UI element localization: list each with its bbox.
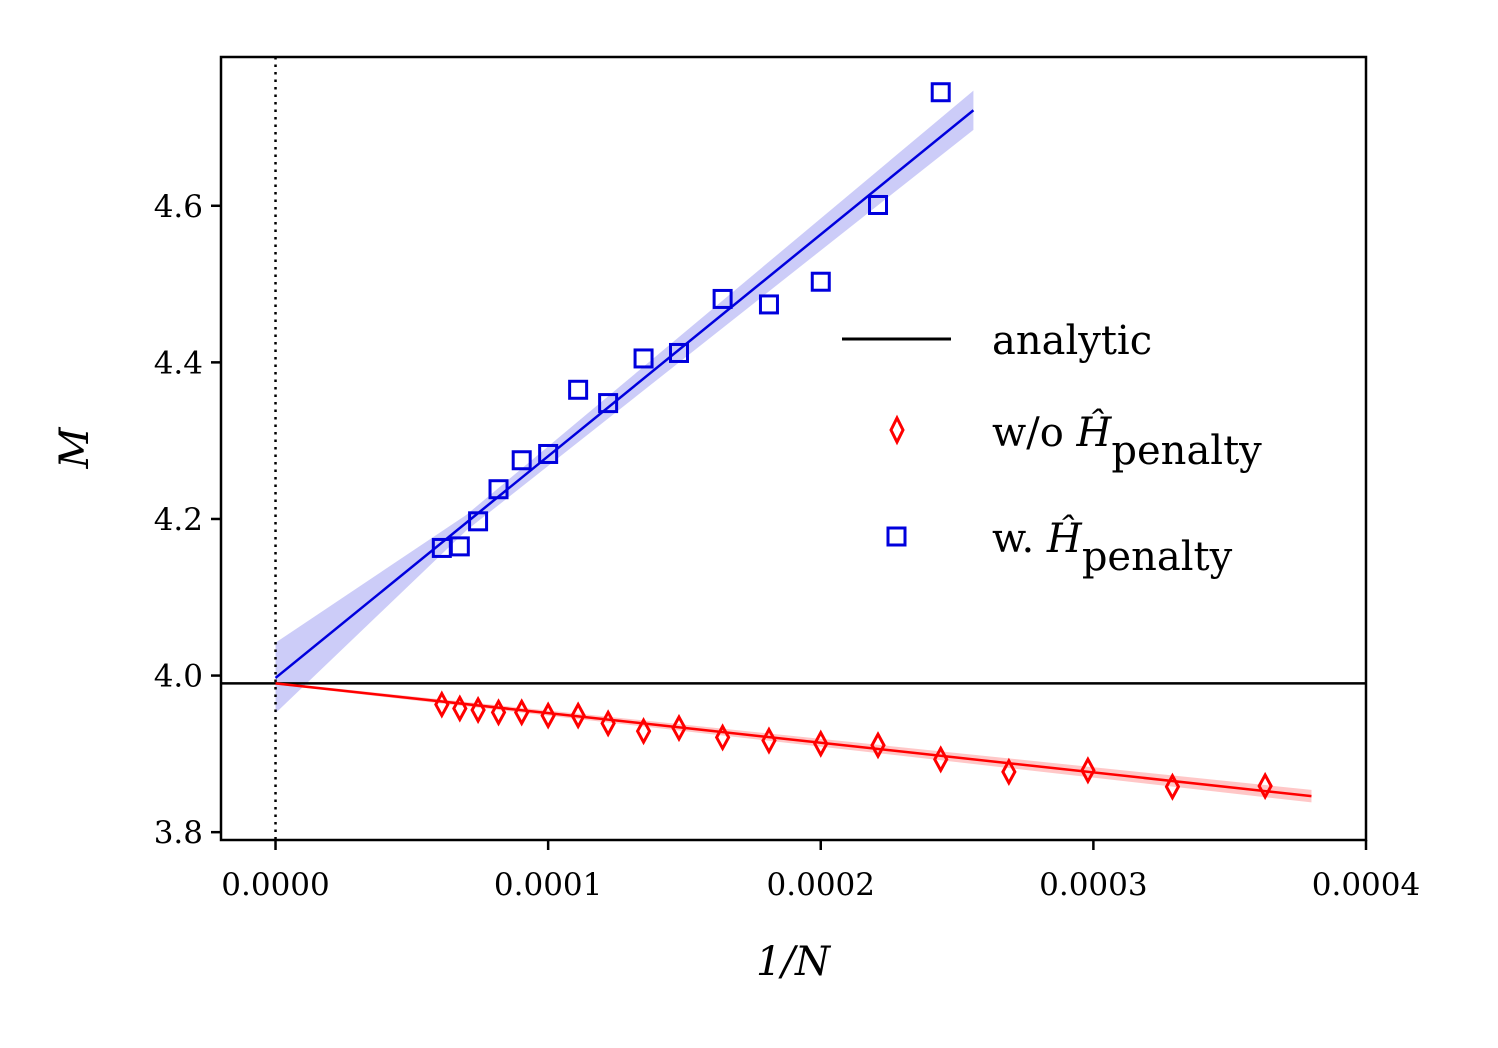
reference-lines — [221, 57, 1366, 840]
point-without-penalty — [570, 701, 586, 730]
point-without-penalty — [513, 698, 530, 727]
point-without-penalty — [671, 713, 687, 743]
legend-with-penalty-label: w. Ĥpenalty — [992, 515, 1233, 580]
point-with-penalty — [538, 443, 559, 464]
point-with-penalty — [511, 450, 532, 471]
point-without-penalty — [813, 729, 829, 758]
point-without-penalty — [490, 698, 507, 727]
x-tick-label: 0.0004 — [1312, 867, 1420, 903]
point-without-penalty — [1080, 756, 1096, 785]
point-without-penalty — [540, 701, 556, 730]
point-without-penalty — [761, 726, 777, 755]
point-without-penalty — [452, 694, 468, 723]
point-without-penalty — [870, 731, 886, 760]
point-with-penalty — [930, 82, 951, 103]
y-tick-label: 3.8 — [154, 815, 203, 851]
x-tick-label: 0.0003 — [1039, 867, 1147, 903]
point-with-penalty — [669, 342, 689, 363]
x-tick-label: 0.0000 — [221, 867, 329, 903]
y-tick-label: 4.0 — [154, 659, 203, 695]
point-with-penalty — [868, 194, 889, 215]
fit-line-without-penalty — [275, 682, 1312, 798]
y-axis-label: M — [52, 426, 98, 469]
point-with-penalty — [488, 479, 509, 500]
point-with-penalty — [449, 536, 470, 557]
y-tick-label: 4.4 — [154, 345, 203, 381]
point-without-penalty — [635, 717, 652, 746]
point-with-penalty — [568, 379, 589, 400]
x-tick-label: 0.0001 — [494, 867, 602, 903]
point-without-penalty — [714, 723, 731, 752]
legend-square-marker — [886, 526, 907, 547]
x-axis-ticks: 0.0000 0.0001 0.0002 0.0003 0.0004 — [221, 840, 1420, 903]
plot-frame — [219, 55, 1368, 842]
point-without-penalty — [1001, 757, 1017, 787]
fit-band-with-penalty — [275, 90, 974, 714]
point-with-penalty — [758, 294, 779, 315]
legend-diamond-marker — [889, 414, 905, 446]
data-markers — [431, 82, 1273, 801]
legend: analytic w/o Ĥpenalty w. Ĥpenalty — [842, 318, 1262, 580]
y-tick-label: 4.6 — [154, 189, 203, 225]
point-without-penalty — [1164, 772, 1181, 801]
x-tick-label: 0.0002 — [767, 867, 875, 903]
point-with-penalty — [633, 348, 654, 369]
fit-line-with-penalty — [274, 109, 975, 679]
legend-analytic-label: analytic — [992, 318, 1152, 364]
point-with-penalty — [598, 393, 619, 414]
point-with-penalty — [810, 271, 831, 292]
y-axis-ticks: 3.8 4.0 4.2 4.4 4.6 — [154, 189, 221, 851]
legend-without-penalty-label: w/o Ĥpenalty — [992, 409, 1262, 474]
point-without-penalty — [1257, 771, 1273, 801]
point-without-penalty — [933, 745, 949, 774]
y-tick-label: 4.2 — [154, 502, 203, 538]
point-with-penalty — [468, 511, 489, 532]
point-without-penalty — [470, 695, 486, 725]
point-without-penalty — [434, 690, 450, 719]
point-without-penalty — [600, 709, 616, 738]
point-with-penalty — [712, 288, 733, 309]
x-axis-label: 1/N — [756, 939, 832, 985]
